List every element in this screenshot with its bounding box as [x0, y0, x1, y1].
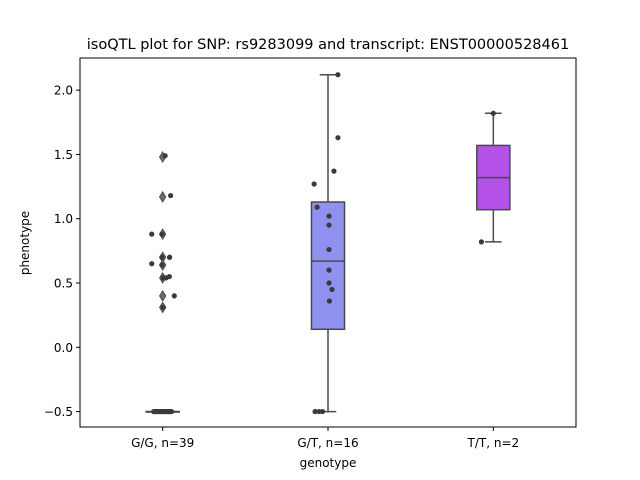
data-point	[326, 267, 332, 273]
y-tick-label: 2.0	[54, 84, 73, 98]
y-tick-label: 1.0	[54, 212, 73, 226]
x-tick-label: G/T, n=16	[297, 436, 358, 450]
data-point	[326, 280, 332, 286]
plot-area	[145, 72, 511, 415]
y-tick-label: 0.0	[54, 341, 73, 355]
box-body	[310, 201, 346, 331]
data-point	[162, 153, 168, 159]
data-point	[160, 304, 166, 311]
data-point	[161, 408, 167, 415]
data-point	[159, 254, 165, 260]
data-point	[319, 408, 326, 415]
strip-points-2	[311, 72, 341, 415]
outlier-point	[158, 190, 167, 203]
data-point	[149, 231, 155, 237]
box-2	[310, 73, 346, 413]
data-point	[335, 135, 341, 141]
data-point	[167, 254, 173, 260]
data-point	[478, 239, 485, 245]
data-point	[335, 72, 341, 78]
y-tick-label: 1.5	[54, 148, 73, 162]
data-point	[312, 408, 318, 415]
data-point	[157, 408, 163, 415]
box-1	[145, 151, 180, 413]
y-axis: −0.5 0.0 0.5 1.0 1.5 2.0	[44, 84, 80, 419]
outlier-point	[158, 289, 167, 302]
data-point	[160, 275, 166, 281]
chart-title: isoQTL plot for SNP: rs9283099 and trans…	[87, 37, 569, 53]
y-tick-label: 0.5	[54, 277, 73, 291]
data-point	[326, 298, 333, 304]
data-point	[153, 408, 159, 415]
box-3	[476, 112, 511, 243]
data-point	[168, 408, 174, 415]
data-point	[159, 262, 165, 268]
data-point	[311, 181, 317, 187]
data-point	[326, 213, 332, 219]
x-tick-label: G/G, n=39	[131, 436, 194, 450]
strip-points-3	[478, 110, 496, 245]
data-point	[314, 204, 320, 210]
data-point	[149, 261, 155, 267]
x-axis-label: genotype	[300, 456, 357, 470]
data-point	[168, 192, 174, 199]
data-point	[171, 293, 177, 299]
data-point	[331, 168, 337, 174]
data-point	[329, 286, 335, 293]
y-tick-label: −0.5	[44, 405, 73, 419]
data-point	[490, 110, 496, 116]
data-point	[326, 246, 332, 253]
data-point	[159, 231, 165, 237]
x-tick-label: T/T, n=2	[467, 436, 520, 450]
data-point	[326, 222, 332, 228]
x-axis: G/G, n=39 G/T, n=16 T/T, n=2	[131, 427, 519, 450]
strip-points-1	[149, 153, 177, 415]
y-axis-label: phenotype	[18, 211, 32, 275]
